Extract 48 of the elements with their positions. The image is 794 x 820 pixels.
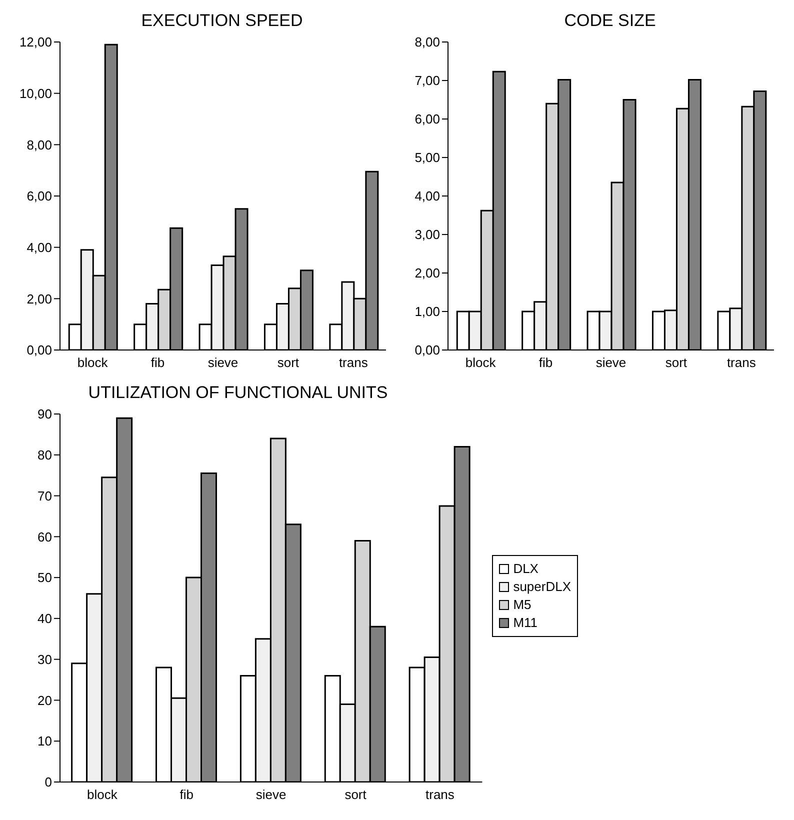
legend-label: M5 xyxy=(513,596,532,614)
y-tick-label: 70 xyxy=(38,488,52,504)
y-tick-label: 0,00 xyxy=(414,342,440,358)
y-tick-label: 3,00 xyxy=(414,227,440,242)
x-tick-label: block xyxy=(465,355,496,370)
y-tick-label: 0 xyxy=(44,774,52,790)
x-tick-label: block xyxy=(87,787,118,802)
chart-title: UTILIZATION OF FUNCTIONAL UNITS xyxy=(88,383,388,402)
y-tick-label: 12,00 xyxy=(19,34,52,50)
x-tick-label: sieve xyxy=(256,787,286,802)
y-tick-label: 8,00 xyxy=(26,137,52,152)
x-tick-label: fib xyxy=(180,787,194,802)
x-tick-label: fib xyxy=(150,355,165,370)
x-tick-label: fib xyxy=(538,355,553,370)
y-tick-label: 7,00 xyxy=(414,73,440,88)
x-tick-label: trans xyxy=(338,355,368,370)
y-tick-label: 20 xyxy=(38,692,52,708)
y-tick-label: 6,00 xyxy=(26,188,52,204)
x-tick-label: block xyxy=(77,355,108,370)
y-tick-label: 8,00 xyxy=(414,34,440,50)
chart-title: CODE SIZE xyxy=(564,11,656,30)
x-tick-label: sort xyxy=(665,355,688,370)
x-tick-label: sort xyxy=(344,787,367,802)
y-tick-label: 4,00 xyxy=(26,240,52,255)
y-tick-label: 1,00 xyxy=(414,304,440,320)
y-tick-label: 40 xyxy=(38,611,52,626)
x-tick-label: sieve xyxy=(208,355,238,370)
y-tick-label: 10,00 xyxy=(19,86,52,101)
legend-label: superDLX xyxy=(513,578,571,596)
y-tick-label: 5,00 xyxy=(414,150,440,166)
y-tick-label: 10 xyxy=(38,734,52,749)
y-tick-label: 0,00 xyxy=(26,342,52,358)
legend-label: DLX xyxy=(513,560,538,578)
y-tick-label: 4,00 xyxy=(414,188,440,204)
y-tick-label: 6,00 xyxy=(414,112,440,127)
x-tick-label: sort xyxy=(277,355,300,370)
y-tick-label: 90 xyxy=(38,406,52,422)
y-tick-label: 80 xyxy=(38,448,52,463)
chart-title: EXECUTION SPEED xyxy=(141,11,303,30)
y-tick-label: 2,00 xyxy=(26,291,52,306)
x-tick-label: trans xyxy=(726,355,756,370)
y-tick-label: 60 xyxy=(38,529,52,544)
y-tick-label: 50 xyxy=(38,570,52,586)
y-tick-label: 30 xyxy=(38,652,52,667)
x-tick-label: trans xyxy=(426,787,455,802)
y-tick-label: 2,00 xyxy=(414,266,440,281)
x-tick-label: sieve xyxy=(596,355,626,370)
legend-label: M11 xyxy=(513,614,538,632)
